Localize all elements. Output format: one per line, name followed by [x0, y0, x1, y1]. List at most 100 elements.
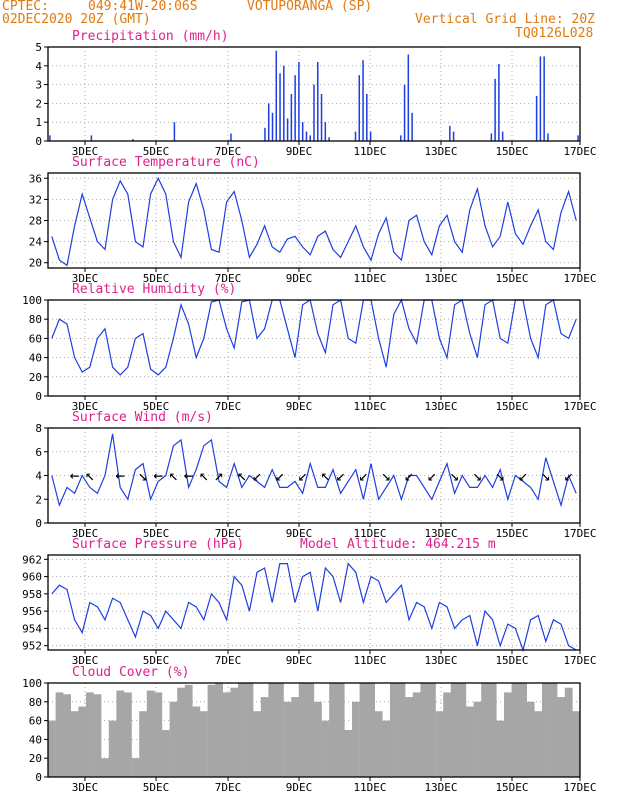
cloud-bar: [488, 683, 497, 777]
cloud-bar: [572, 711, 581, 777]
y-tick-label: 20: [29, 257, 42, 270]
model-altitude: Model Altitude: 464.215 m: [300, 537, 496, 552]
wind-arrow: ↖: [169, 465, 179, 484]
y-tick-label: 40: [29, 733, 42, 746]
wind-arrow: ←: [153, 465, 163, 484]
x-tick-label: 17DEC: [563, 400, 596, 413]
precip-bar: [309, 135, 311, 141]
cloud-bar: [481, 683, 489, 777]
wind-arrow: ↗: [214, 465, 224, 484]
panel-title: Precipitation (mm/h): [72, 29, 229, 44]
wind-arrow: ←: [115, 465, 125, 484]
x-tick-label: 9DEC: [286, 781, 313, 794]
x-tick-label: 5DEC: [143, 400, 170, 413]
y-tick-label: 32: [29, 193, 42, 206]
precip-bar: [49, 135, 51, 141]
precip-bar: [294, 75, 296, 141]
cloud-bar: [222, 692, 231, 777]
x-tick-label: 17DEC: [563, 781, 596, 794]
precip-bar: [267, 103, 270, 141]
header-coords: 049:41W-20:06S: [88, 0, 198, 14]
wind-arrow: ←: [184, 465, 194, 484]
cloud-bar: [283, 701, 292, 777]
cloud-bar: [564, 687, 573, 777]
cloud-bar: [367, 683, 375, 777]
x-tick-label: 7DEC: [215, 272, 242, 285]
cloud-bar: [177, 687, 185, 777]
header-station: VOTUPORANGA (SP): [247, 0, 373, 14]
precip-bar: [305, 131, 308, 141]
wind-arrow: ↘: [450, 465, 460, 484]
wind-arrow: ↖: [85, 465, 95, 484]
cloud-bar: [435, 711, 444, 777]
precip-bar: [498, 63, 500, 141]
x-tick-label: 15DEC: [495, 654, 528, 667]
precip-bar: [494, 78, 496, 141]
x-tick-label: 9DEC: [286, 145, 313, 158]
wind-arrow: ↙: [359, 465, 369, 484]
precip-bar: [547, 133, 549, 141]
y-tick-label: 60: [29, 332, 42, 345]
y-tick-label: 8: [35, 422, 42, 435]
x-tick-label: 17DEC: [563, 527, 596, 540]
cloud-bar: [146, 690, 155, 777]
y-tick-label: 954: [22, 622, 42, 635]
wind-arrow: ↙: [518, 465, 528, 484]
precip-bar: [275, 50, 278, 142]
x-tick-label: 9DEC: [286, 400, 313, 413]
wind-arrow: ↘: [495, 465, 505, 484]
x-tick-label: 13DEC: [424, 654, 457, 667]
y-tick-label: 40: [29, 352, 42, 365]
cloud-bar: [496, 720, 505, 777]
precip-bar: [366, 94, 368, 141]
cloud-bar: [192, 706, 201, 777]
cloud-bar: [253, 711, 261, 777]
y-tick-label: 100: [22, 677, 42, 690]
x-tick-label: 13DEC: [424, 527, 457, 540]
x-tick-label: 3DEC: [72, 527, 99, 540]
precip-bar: [358, 75, 361, 141]
x-tick-label: 7DEC: [215, 400, 242, 413]
precip-bar: [271, 112, 274, 141]
cloud-bar: [314, 701, 322, 777]
cloud-bar: [63, 694, 71, 777]
x-tick-label: 11DEC: [353, 527, 386, 540]
y-tick-label: 4: [35, 60, 42, 73]
x-tick-label: 5DEC: [143, 781, 170, 794]
cloud-bar: [260, 697, 269, 777]
x-tick-label: 7DEC: [215, 145, 242, 158]
precip-bar: [290, 94, 293, 141]
x-tick-label: 11DEC: [353, 145, 386, 158]
y-tick-label: 0: [35, 771, 42, 784]
series-line: [51, 433, 577, 508]
precip-bar: [407, 54, 410, 141]
cloud-bar: [405, 697, 413, 777]
cloud-bar: [154, 692, 163, 777]
cloud-bar: [124, 692, 132, 777]
x-tick-label: 13DEC: [424, 781, 457, 794]
y-tick-label: 36: [29, 172, 42, 185]
precip-bar: [577, 135, 579, 141]
x-tick-label: 9DEC: [286, 272, 313, 285]
cloud-bar: [504, 692, 512, 777]
y-tick-label: 0: [35, 135, 42, 148]
panel-frame: [47, 299, 581, 397]
cloud-bar: [428, 683, 436, 777]
precip-bar: [490, 133, 493, 141]
cloud-bar: [200, 711, 208, 777]
cloud-bar: [466, 706, 474, 777]
cloud-bar: [162, 730, 170, 777]
series-line: [51, 562, 577, 653]
y-tick-label: 962: [22, 553, 42, 566]
x-tick-label: 15DEC: [495, 272, 528, 285]
panel-title: Surface Pressure (hPa): [72, 537, 244, 552]
cloud-bar: [276, 683, 284, 777]
cloud-bar: [526, 701, 535, 777]
cloud-bar: [108, 720, 117, 777]
x-tick-label: 15DEC: [495, 145, 528, 158]
y-tick-label: 80: [29, 696, 42, 709]
x-tick-label: 7DEC: [215, 781, 242, 794]
precip-bar: [501, 131, 504, 141]
